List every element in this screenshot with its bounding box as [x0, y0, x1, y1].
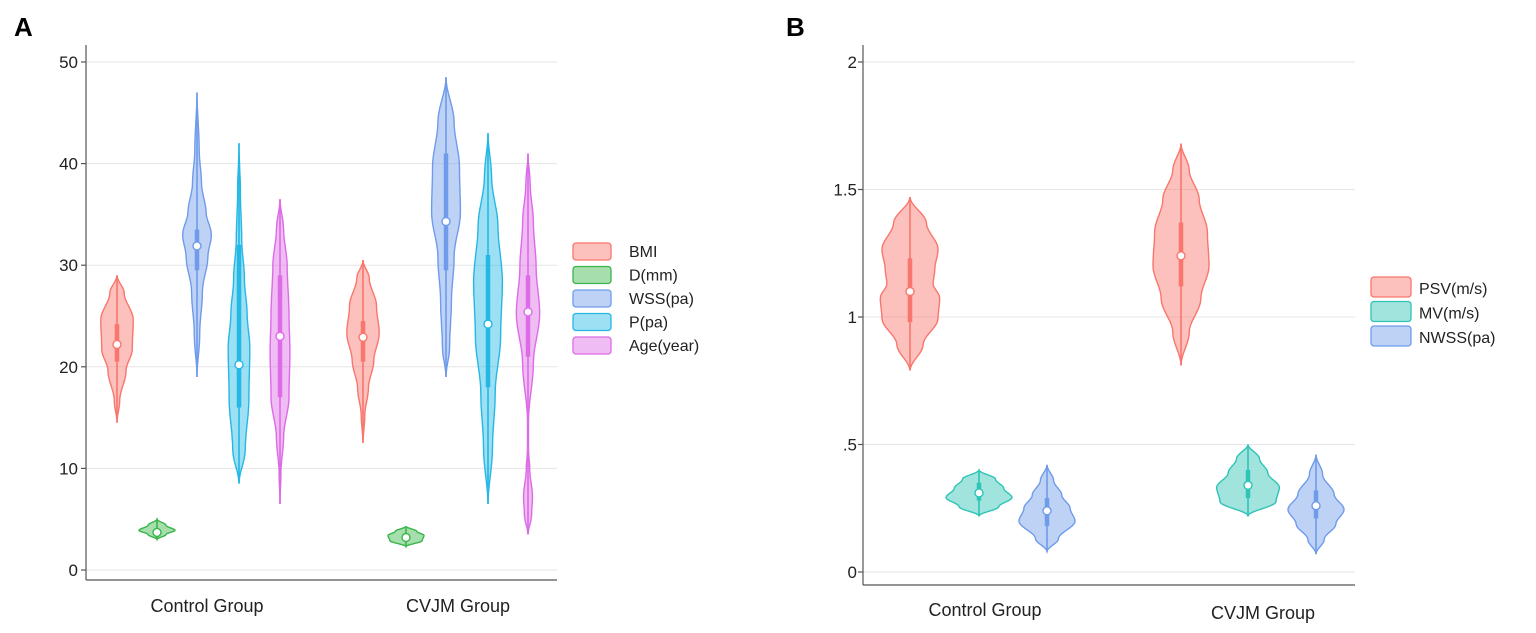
legend-label: P(pa): [629, 315, 668, 332]
violin-median-marker: [1042, 506, 1052, 516]
panel-b-letter: B: [786, 12, 805, 42]
violin-bmi: [346, 259, 380, 444]
y-tick-label: 1.5: [833, 181, 857, 200]
violin-median-marker: [1311, 501, 1321, 511]
legend-label: BMI: [629, 244, 657, 261]
violin-psv-m-s-: [1152, 143, 1210, 366]
legend-swatch: [572, 312, 612, 332]
y-tick-label: 50: [59, 53, 78, 72]
legend-label: WSS(pa): [629, 291, 694, 308]
legend-swatch: [572, 242, 612, 261]
violin-nwss-pa-: [1018, 464, 1076, 555]
legend-swatch: [572, 265, 612, 285]
panel-a-letter: A: [14, 12, 33, 42]
violin-median-marker: [441, 216, 451, 227]
violin-median-marker: [112, 339, 122, 350]
violin-p-pa-: [472, 133, 504, 505]
violin-mv-m-s-: [945, 468, 1013, 518]
violin-median-marker: [275, 331, 285, 342]
legend-swatch: [1370, 300, 1412, 323]
y-tick-label: 10: [59, 459, 78, 478]
violin-p-pa-: [227, 143, 251, 484]
panel-a-category-label: Control Group: [150, 596, 263, 616]
y-tick-label: 2: [848, 53, 857, 72]
violin-d-mm-: [387, 526, 425, 549]
violin-median-marker: [974, 488, 984, 498]
y-tick-label: 0: [69, 561, 78, 580]
panel-a-category-label: CVJM Group: [406, 596, 510, 616]
violin-wss-pa-: [430, 77, 462, 378]
violin-median-marker: [905, 286, 915, 297]
violin-age-year-: [515, 153, 541, 535]
violin-median-marker: [152, 527, 162, 538]
legend-swatch: [1370, 325, 1412, 347]
legend-swatch: [572, 289, 612, 308]
y-tick-label: 40: [59, 155, 78, 174]
legend-label: MV(m/s): [1419, 306, 1479, 323]
violin-median-marker: [358, 332, 368, 343]
violin-psv-m-s-: [879, 197, 941, 371]
violin-d-mm-: [138, 516, 176, 542]
y-tick-label: 0: [848, 563, 857, 582]
y-tick-label: 20: [59, 358, 78, 377]
y-tick-label: 1: [848, 308, 857, 327]
violin-median-marker: [1243, 480, 1253, 490]
violin-age-year-: [269, 199, 291, 505]
legend-label: Age(year): [629, 338, 699, 355]
violin-median-marker: [234, 360, 244, 370]
y-tick-label: 30: [59, 256, 78, 275]
legend-label: PSV(m/s): [1419, 281, 1487, 298]
y-tick-label: .5: [843, 436, 857, 455]
legend-label: D(mm): [629, 268, 678, 285]
panel-a: A 0 10 20 30 40 50 Control Group CVJM Group B…: [14, 12, 699, 616]
violin-median-marker: [401, 532, 411, 543]
violin-median-marker: [1176, 251, 1186, 261]
violin-mv-m-s-: [1216, 444, 1280, 518]
violin-nwss-pa-: [1287, 454, 1345, 555]
legend-swatch: [572, 336, 612, 355]
legend-label: NWSS(pa): [1419, 330, 1495, 347]
panel-b: B 0 .5 1 1.5 2 Control Group CVJM Group PSV(…: [786, 12, 1495, 623]
violin-wss-pa-: [181, 92, 213, 378]
violin-median-marker: [523, 307, 533, 317]
violin-median-marker: [192, 241, 202, 251]
panel-b-category-label: Control Group: [928, 600, 1041, 620]
violin-bmi: [100, 275, 134, 423]
panel-b-category-label: CVJM Group: [1211, 603, 1315, 623]
legend-swatch: [1370, 276, 1412, 298]
violin-median-marker: [483, 319, 493, 329]
